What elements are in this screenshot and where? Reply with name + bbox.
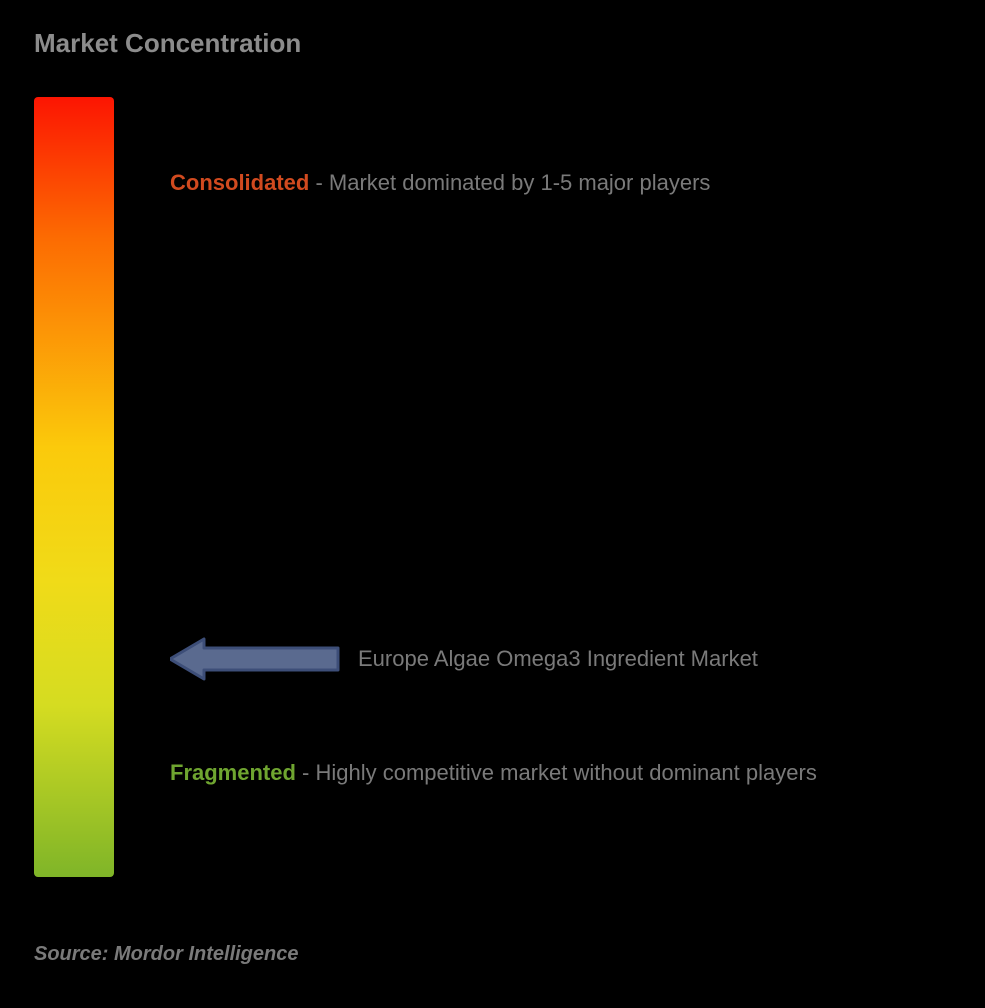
pointer-arrow-icon xyxy=(170,637,340,681)
main-content: Consolidated - Market dominated by 1-5 m… xyxy=(34,97,951,877)
fragmented-text: Fragmented - Highly competitive market w… xyxy=(170,757,941,789)
pointer-entry: Europe Algae Omega3 Ingredient Market xyxy=(170,637,941,681)
source-attribution: Source: Mordor Intelligence xyxy=(34,943,298,966)
fragmented-label: Fragmented xyxy=(170,760,296,785)
fragmented-desc: - Highly competitive market without domi… xyxy=(302,760,817,785)
fragmented-entry: Fragmented - Highly competitive market w… xyxy=(170,757,941,789)
consolidated-text: Consolidated - Market dominated by 1-5 m… xyxy=(170,167,941,199)
consolidated-desc: - Market dominated by 1-5 major players xyxy=(315,170,710,195)
chart-title: Market Concentration xyxy=(34,28,951,59)
consolidated-label: Consolidated xyxy=(170,170,309,195)
pointer-text: Europe Algae Omega3 Ingredient Market xyxy=(358,646,758,672)
concentration-gradient-bar xyxy=(34,97,114,877)
consolidated-entry: Consolidated - Market dominated by 1-5 m… xyxy=(170,167,941,199)
labels-column: Consolidated - Market dominated by 1-5 m… xyxy=(170,97,951,877)
